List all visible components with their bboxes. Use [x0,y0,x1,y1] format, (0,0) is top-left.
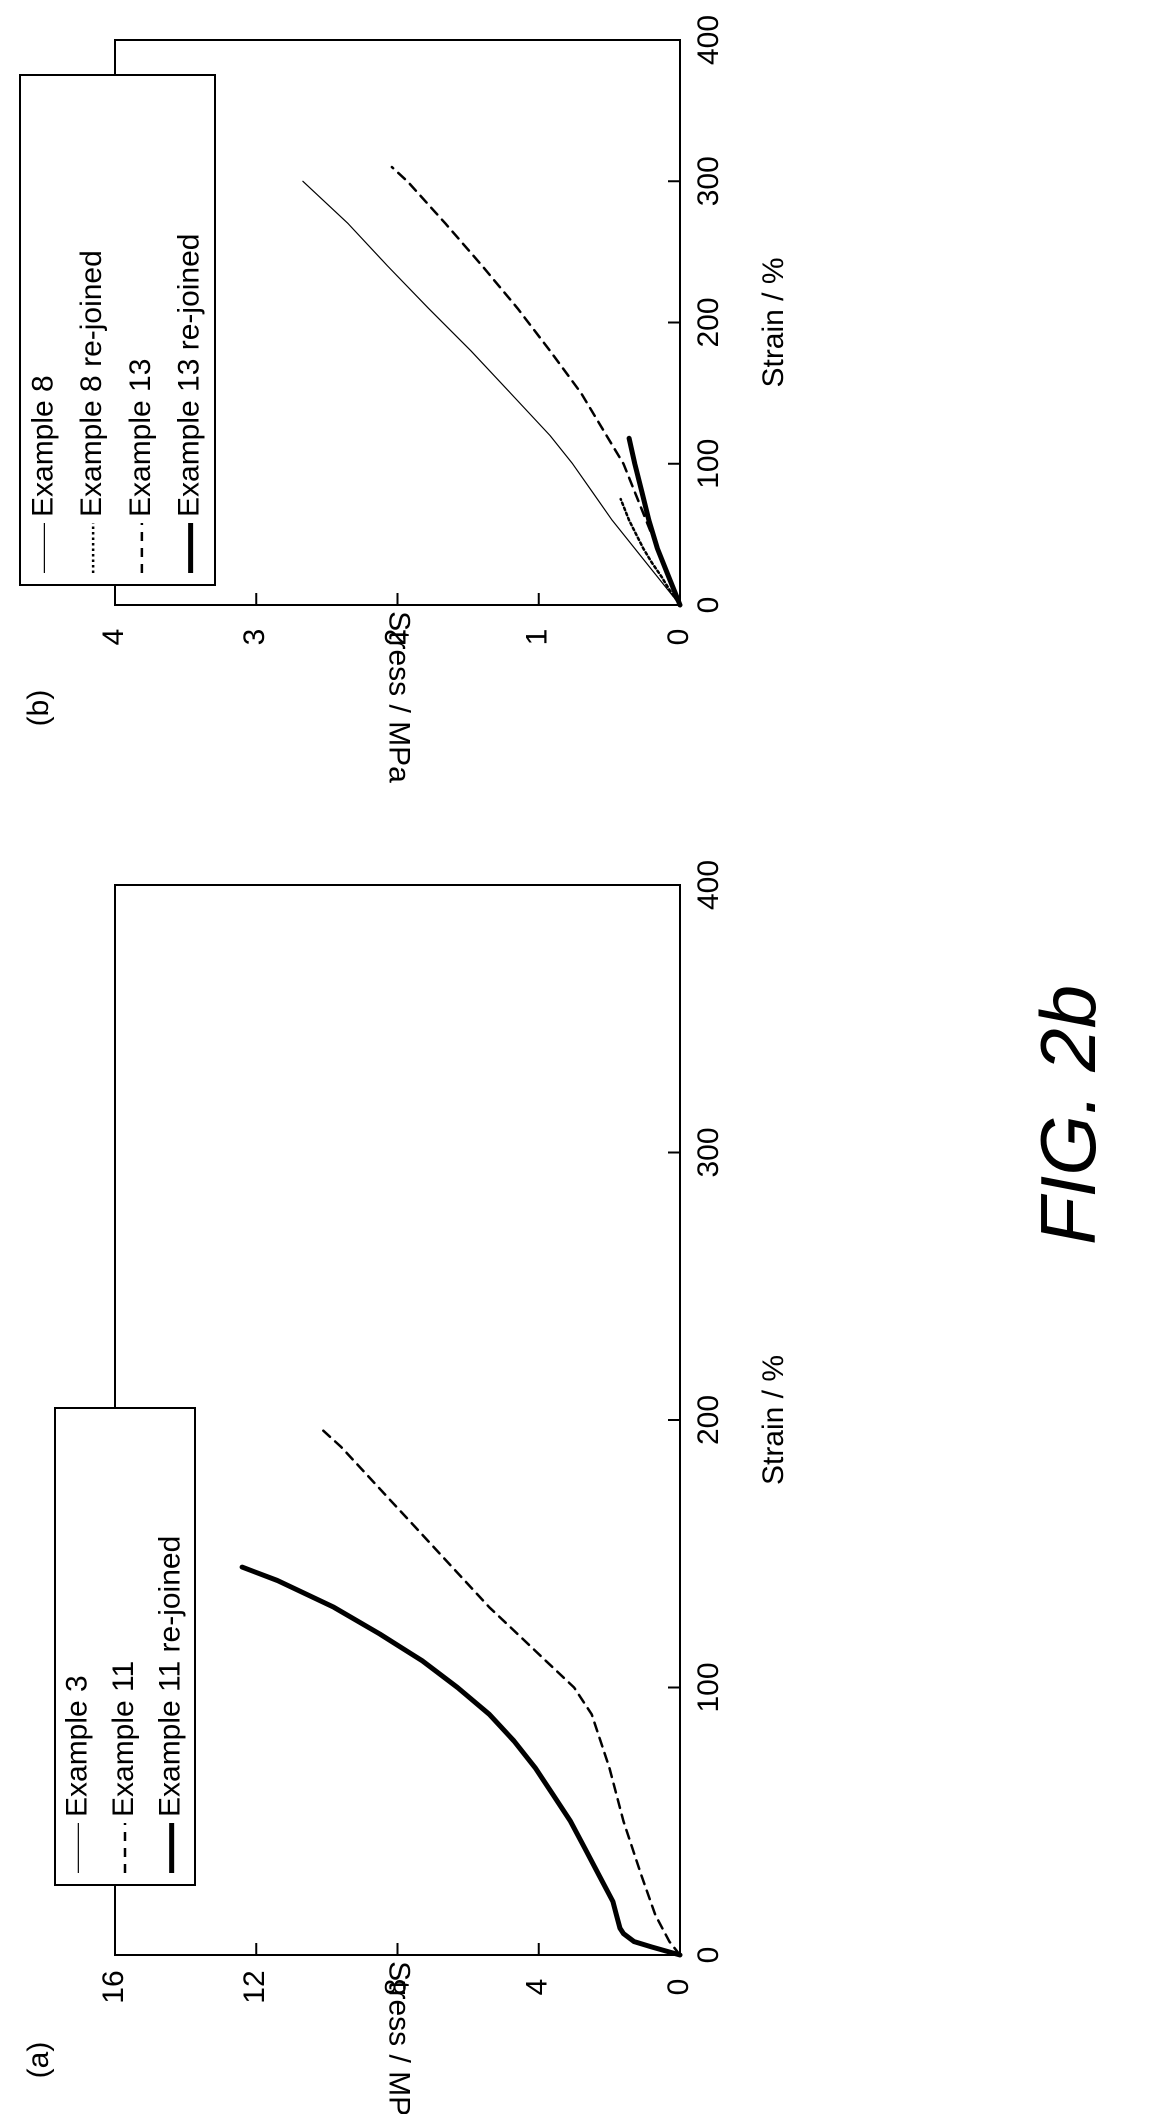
legend-label: Example 11 [107,1661,140,1817]
y-tick-label: 4 [97,629,130,646]
legend-label: Example 8 [26,375,59,517]
x-tick-label: 200 [692,297,725,347]
x-tick-label: 200 [692,1395,725,1445]
y-tick-label: 4 [521,1979,554,1996]
series-line-3 [390,165,682,607]
x-tick-label: 0 [692,597,725,614]
y-tick-label: 0 [662,1979,695,1996]
legend-box [19,74,216,586]
x-tick-label: 0 [692,1947,725,1964]
y-axis-title: Stress / MPa [383,611,416,783]
legend: Example 3 Example 11 Example 11 re-joined [54,1407,196,1886]
x-tick-label: 400 [692,860,725,910]
x-tick-label: 100 [692,439,725,489]
x-axis: 0 100 200 300 400 [668,860,725,1963]
legend: Example 8 Example 8 re-joined Example 13 Ex… [19,74,216,586]
x-tick-label: 100 [692,1662,725,1712]
y-tick-label: 2 [379,629,412,646]
y-axis: 0 1 2 3 4 [97,593,695,645]
y-tick-label: 1 [521,629,554,646]
y-tick-label: 0 [662,629,695,646]
series-line-3 [239,1564,683,1958]
legend-label: Example 11 re-joined [154,1536,187,1817]
y-tick-label: 8 [379,1979,412,1996]
legend-label: Example 8 re-joined [75,250,108,517]
series-line-2 [619,497,682,607]
x-tick-label: 400 [692,15,725,65]
y-axis-title: Stress / MPa [383,1961,416,2114]
legend-box [54,1407,196,1886]
series-line-2 [322,1429,682,1957]
panel-b: 0 100 200 300 400 0 1 2 3 4 Strain / % Stress / MPa… [19,15,790,783]
legend-label: Example 13 re-joined [173,234,206,518]
legend-label: Example 3 [60,1675,93,1817]
y-tick-label: 3 [238,629,271,646]
y-tick-label: 16 [97,1970,130,2003]
panel-label: (a) [22,2042,55,2079]
panel-a: 0 100 200 300 400 0 4 8 12 16 Strain / % Stress / M… [22,860,790,2114]
figure-caption: FIG. 2b [1024,985,1112,1245]
x-axis-title: Strain / % [757,257,790,387]
x-tick-label: 300 [692,1127,725,1177]
legend-label: Example 13 [124,359,157,517]
x-tick-label: 300 [692,156,725,206]
x-axis: 0 100 200 300 400 [668,15,725,613]
series-line-1 [302,180,681,606]
y-tick-label: 12 [238,1970,271,2003]
series-line-4 [626,435,683,608]
panel-label: (b) [22,690,55,727]
plot-frame [114,884,681,1956]
x-axis-title: Strain / % [757,1355,790,1485]
